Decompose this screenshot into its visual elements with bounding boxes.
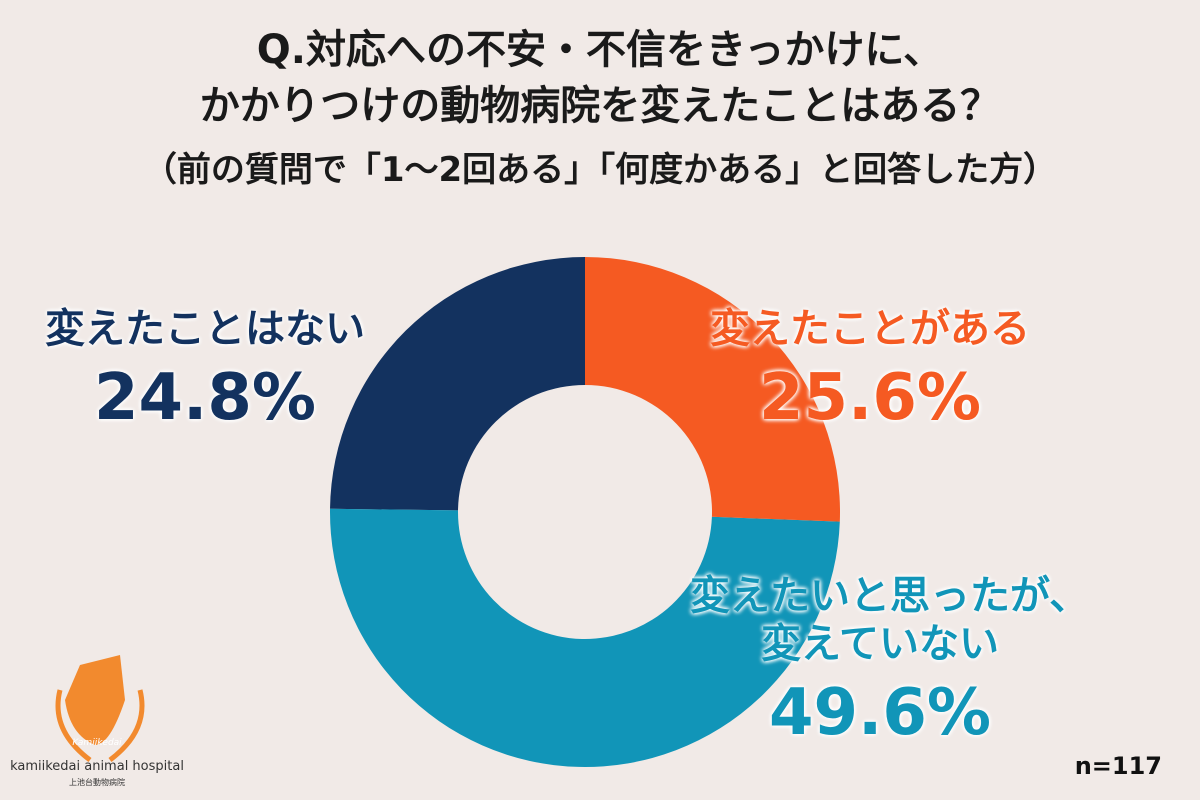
donut-slice [329, 508, 840, 767]
slice-value-label: 25.6% [758, 361, 982, 435]
logo-shield [65, 655, 125, 745]
slice-value-label: 49.6% [768, 676, 992, 750]
logo-wreath [55, 689, 145, 762]
donut-slice [330, 257, 585, 511]
logo-name: kamiikedai animal hospital [10, 759, 184, 774]
logo-badge: Kamiikedai [72, 738, 122, 748]
slice-label: 変えたいと思ったが、 変えていない [690, 573, 1090, 667]
logo-name-ja: 上池台動物病院 [69, 777, 125, 787]
slice-label: 変えたことはない [45, 306, 365, 352]
slice-value-label: 24.8% [93, 361, 317, 435]
donut-slice [585, 257, 840, 522]
logo: Kamiikedai kamiikedai animal hospital 上池… [10, 655, 184, 787]
chart-title: Q.対応への不安・不信をきっかけに、 かかりつけの動物病院を変えたことはある？ [199, 27, 1001, 129]
sample-size: n=117 [1074, 752, 1162, 780]
slice-label: 変えたことがある [710, 306, 1030, 352]
chart-subtitle: （前の質問で「1〜2回ある」「何度かある」と回答した方） [142, 150, 1058, 190]
